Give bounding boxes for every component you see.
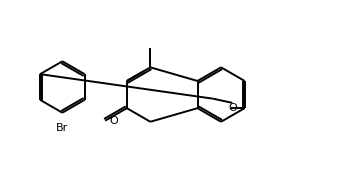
Text: Br: Br (56, 123, 69, 133)
Text: O: O (228, 103, 237, 113)
Text: O: O (109, 116, 118, 126)
